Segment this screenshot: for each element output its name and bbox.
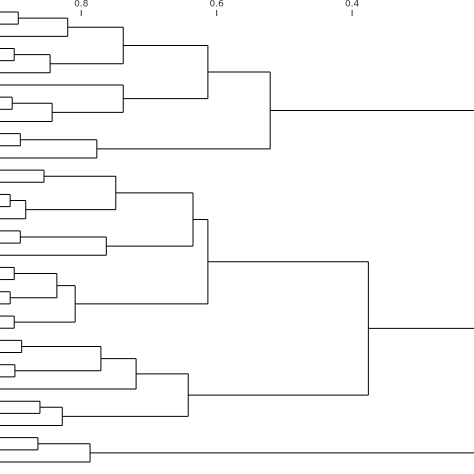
x-tick-label: 0.8	[74, 0, 89, 10]
x-tick-label: 0.4	[345, 0, 360, 10]
x-tick-label: 0.6	[210, 0, 225, 10]
